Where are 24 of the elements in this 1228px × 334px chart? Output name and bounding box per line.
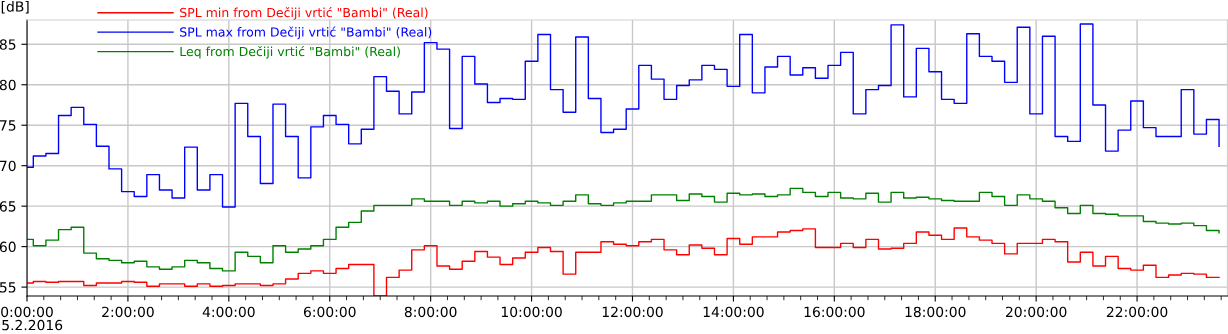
x-tick-label: 20:00:00 — [1005, 306, 1067, 318]
x-tick-label: 12:00:00 — [602, 306, 663, 318]
x-tick-label: 18:00:00 — [905, 306, 966, 318]
y-tick-label: 55 — [0, 282, 16, 293]
y-tick-label: 75 — [0, 120, 16, 131]
y-axis-title: [dB] — [1, 1, 29, 14]
y-tick-label: 80 — [0, 79, 16, 91]
x-tick-label: 10:00:00 — [501, 306, 562, 318]
y-tick-label: 85 — [0, 39, 16, 50]
x-tick-label: 6:00:00 — [303, 306, 356, 318]
y-tick-label: 65 — [0, 201, 16, 212]
x-tick-label: 4:00:00 — [202, 306, 255, 318]
text: Leq from Dečiji vrtić "Bambi" (Real) — [180, 46, 400, 59]
x-tick-label: 8:00:00 — [404, 306, 457, 318]
x-tick-label: 2:00:00 — [102, 306, 154, 318]
series-label: SPL max from Dečiji vrtić "Bambi" (Real) — [180, 26, 432, 40]
x-tick-label: 14:00:00 — [703, 306, 764, 318]
y-tick-label: 70 — [0, 160, 16, 172]
x-tick-label: 0:00:00 — [1, 306, 53, 318]
text: SPL min from Dečiji vrtić "Bambi" (Real) — [180, 7, 428, 20]
text: 5.2.2016 — [2, 319, 63, 331]
x-tick-label: 16:00:00 — [804, 306, 865, 318]
x-tick-label: 22:00:00 — [1106, 306, 1168, 318]
y-tick-label: 60 — [0, 241, 16, 253]
